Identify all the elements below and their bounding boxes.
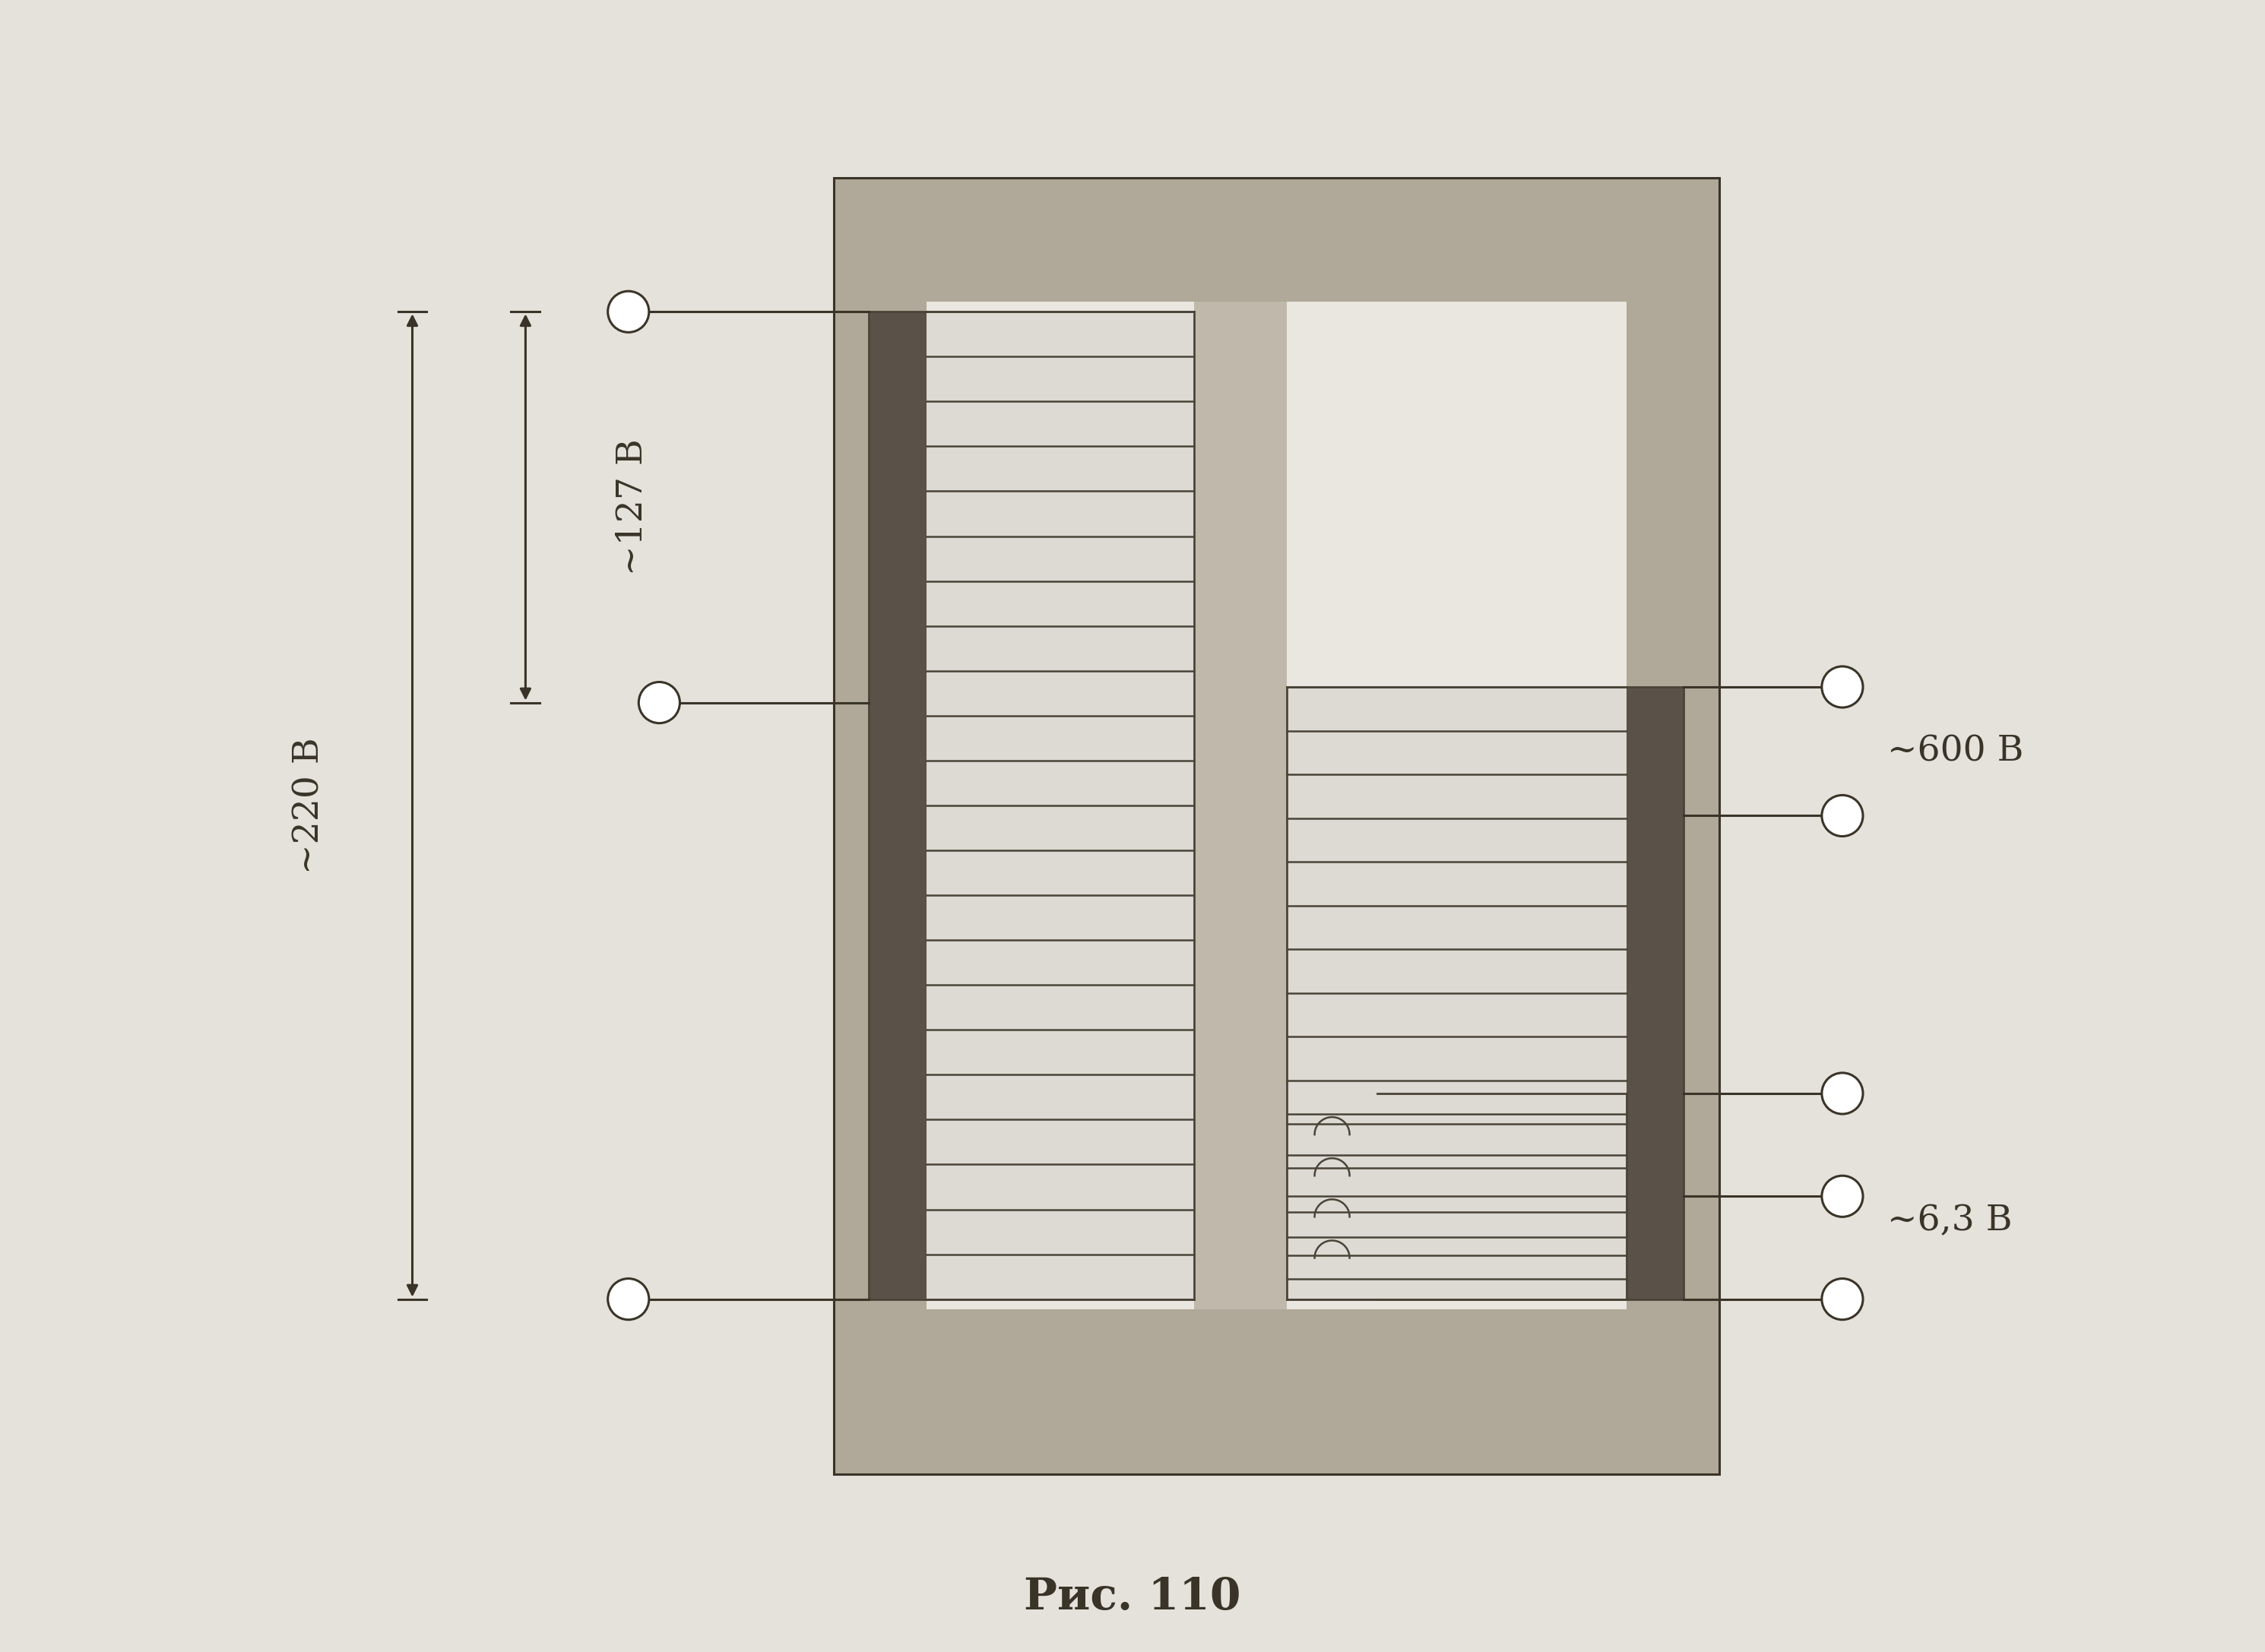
Polygon shape: [870, 806, 926, 851]
Polygon shape: [870, 1075, 926, 1120]
Polygon shape: [926, 301, 1626, 1310]
Polygon shape: [870, 357, 926, 401]
Polygon shape: [870, 626, 926, 671]
Text: ~220 В: ~220 В: [292, 737, 326, 874]
Polygon shape: [870, 940, 926, 985]
Polygon shape: [1626, 1080, 1683, 1125]
Polygon shape: [870, 582, 926, 626]
Polygon shape: [1626, 905, 1683, 950]
Polygon shape: [870, 1165, 926, 1209]
Polygon shape: [1626, 1125, 1683, 1168]
Polygon shape: [870, 1209, 926, 1254]
Text: ~6,3 В: ~6,3 В: [1887, 1204, 2014, 1237]
Polygon shape: [1626, 1037, 1683, 1080]
Circle shape: [639, 682, 680, 724]
Polygon shape: [870, 401, 926, 446]
Polygon shape: [870, 671, 926, 715]
Circle shape: [1821, 666, 1862, 707]
Polygon shape: [870, 715, 926, 760]
Circle shape: [607, 1279, 650, 1320]
Circle shape: [1821, 1176, 1862, 1218]
Text: ~127 В: ~127 В: [616, 439, 650, 575]
Polygon shape: [870, 760, 926, 806]
Text: ~600 В: ~600 В: [1887, 733, 2025, 768]
Polygon shape: [1626, 1168, 1683, 1211]
Polygon shape: [870, 491, 926, 537]
Polygon shape: [870, 895, 926, 940]
Polygon shape: [1287, 687, 1626, 1298]
Polygon shape: [870, 1254, 926, 1298]
Circle shape: [1821, 1072, 1862, 1113]
Polygon shape: [870, 537, 926, 582]
Polygon shape: [1626, 1256, 1683, 1298]
Polygon shape: [926, 312, 1194, 1298]
Polygon shape: [870, 1120, 926, 1165]
Polygon shape: [1626, 950, 1683, 993]
Polygon shape: [1194, 301, 1287, 1310]
Circle shape: [1821, 795, 1862, 836]
Polygon shape: [1626, 862, 1683, 905]
Polygon shape: [870, 851, 926, 895]
Polygon shape: [1626, 1211, 1683, 1256]
Polygon shape: [870, 446, 926, 491]
Polygon shape: [1626, 687, 1683, 730]
Polygon shape: [870, 1029, 926, 1075]
Polygon shape: [870, 985, 926, 1029]
Polygon shape: [1626, 993, 1683, 1037]
Text: Рис. 110: Рис. 110: [1024, 1576, 1241, 1619]
Polygon shape: [870, 312, 926, 357]
Polygon shape: [1626, 730, 1683, 775]
Circle shape: [1821, 1279, 1862, 1320]
Polygon shape: [1626, 818, 1683, 862]
Circle shape: [607, 291, 650, 332]
Polygon shape: [1626, 775, 1683, 818]
Polygon shape: [834, 178, 1719, 1474]
